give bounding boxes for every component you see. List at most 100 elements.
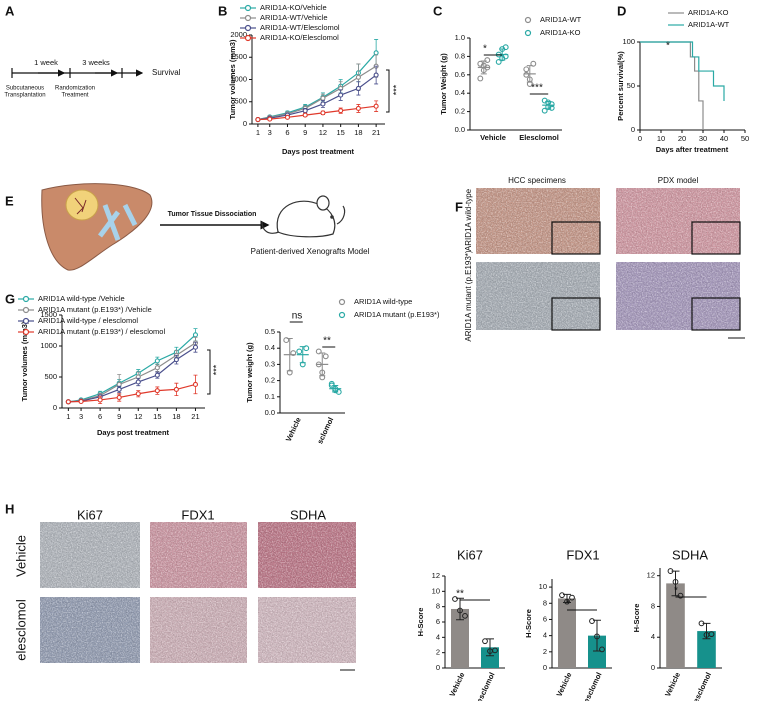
legend-marker [22,295,30,303]
y-tick-label: 0 [651,663,655,672]
y-axis-label: Percent survival(%) [616,51,625,121]
data-point [320,110,326,116]
chart-title: FDX1 [566,547,599,562]
error-bar [299,346,306,364]
data-point [322,353,329,360]
data-point [338,108,344,114]
x-tick-label: 6 [285,128,289,137]
x-tick-label: 21 [191,412,199,421]
category-label: Vehicle [448,671,467,698]
chart-title: SDHA [672,547,708,562]
bracket [207,349,211,395]
error-bar [332,384,339,393]
y-axis-label: Tumor weight (g) [245,342,254,403]
legend-marker [244,24,252,32]
x-tick-label: 3 [79,412,83,421]
category-label: Elesclomol [519,133,559,142]
legend-marker [524,16,532,24]
data-point [599,646,605,653]
timeline [11,68,144,78]
row-label: ARID1A wild-type [464,188,473,251]
legend-label: ARID1A wild-type /Vehicle [38,294,125,303]
data-point [320,95,326,101]
legend-marker [22,328,30,336]
y-tick-label: 1500 [230,52,247,61]
y-tick-label: 10 [432,586,440,595]
legend-label: ARID1A mutant (p.E193*) / elesclomol [38,327,165,336]
legend-label: ARID1A-WT [540,15,582,24]
series-line [257,105,377,121]
error-bar [319,352,326,377]
category-label: sclomol [315,416,335,445]
data-point [154,358,160,364]
data-point [78,398,84,405]
y-tick-label: 4 [543,631,547,640]
error-bar [286,337,293,372]
y-tick-label: 0 [631,125,635,134]
y-tick-label: 0.1 [265,392,275,401]
micrographs-f [476,188,740,330]
row-label: Vehicle [13,535,28,577]
x-axis-label: Days post treatment [97,428,170,437]
panel-label: A [5,3,15,18]
x-tick-label: 15 [336,128,344,137]
data-point [373,72,379,78]
legend-label: ARID1A wild-type [354,297,412,306]
data-point [296,348,303,355]
data-point [495,58,502,65]
data-point [569,594,575,601]
series-line [257,65,377,121]
data-point [303,345,310,352]
mouse-illustration [261,195,346,238]
annotation: *** [391,84,401,95]
data-point [320,101,326,107]
timeline-label: Transplantation [4,93,45,99]
category-label: Vehicle [284,416,303,443]
panel-label: D [617,3,626,18]
data-point [173,357,179,363]
row-label: elesclomol [13,599,28,661]
survival-curve [640,41,725,101]
data-point [541,107,548,114]
data-point [677,592,684,599]
series-line [68,334,196,403]
data-point [482,638,488,645]
y-tick-label: 2 [543,647,547,656]
panel-label: G [5,291,15,306]
y-tick-label: 8 [651,601,655,610]
annotation: * [674,586,678,597]
timeline-label: Subcutaneous [6,86,44,92]
x-tick-label: 40 [720,134,728,143]
column-header: HCC specimens [508,176,566,185]
chart-title: Ki67 [457,547,483,562]
legend-label: ARID1A-KO [688,8,729,17]
column-header: PDX model [658,176,699,185]
data-point [355,85,361,91]
data-point [338,92,344,98]
data-point [154,365,160,371]
legend-marker [524,29,532,37]
error-bar [486,638,494,657]
annotation: * [483,44,487,55]
series-line [257,74,377,121]
data-point [328,380,335,387]
x-tick-label: 9 [303,128,307,137]
data-point [477,75,484,82]
y-tick-label: 10 [539,582,547,591]
legend-label: ARID1A mutant (p.E193*) /Vehicle [38,305,152,314]
bar [666,583,685,668]
y-axis-label: Tumor Weight (g) [439,53,448,115]
y-tick-label: 0.0 [455,125,465,134]
data-point [594,633,600,640]
y-tick-label: 2000 [230,30,247,39]
data-point [672,578,679,585]
y-tick-label: 1.0 [455,33,465,42]
legend-label: ARID1A wild-type / elesclomol [38,316,138,325]
annotation: ** [456,589,464,600]
x-tick-label: 9 [117,412,121,421]
y-tick-label: 12 [647,571,655,580]
y-tick-label: 0.2 [455,107,465,116]
y-tick-label: 8 [543,598,547,607]
panel-label: H [5,501,14,516]
timeline-step: 1 week [34,58,58,67]
